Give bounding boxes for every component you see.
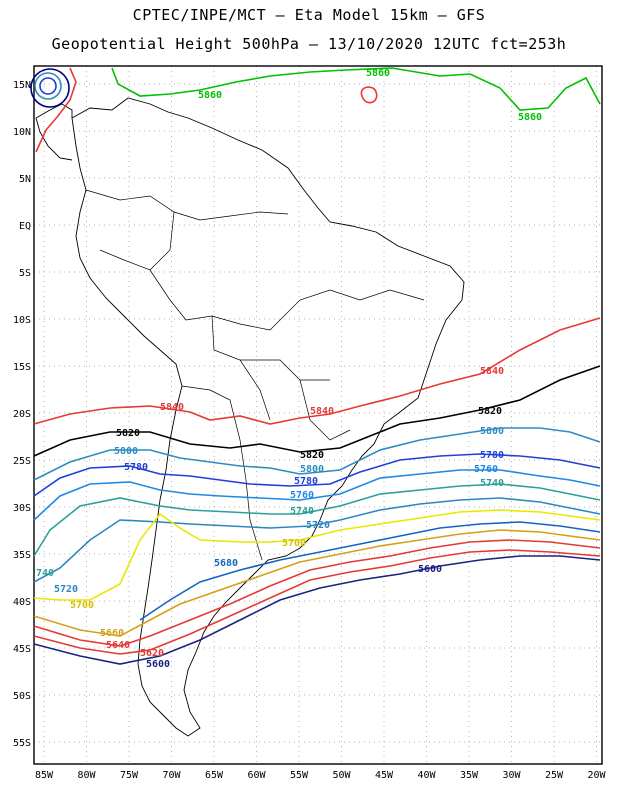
lon-label-20w: 20W — [587, 770, 606, 781]
lon-label-80w: 80W — [77, 770, 96, 781]
lon-label-50w: 50W — [332, 770, 351, 781]
contour-5620 — [33, 549, 601, 655]
contour-5820 — [33, 365, 601, 457]
country-borders — [85, 189, 425, 561]
contour-5680 — [139, 521, 601, 621]
label-5860-b: 5860 — [366, 68, 390, 79]
south-america-coast — [71, 97, 465, 737]
lon-label-70w: 70W — [162, 770, 181, 781]
lat-label-15s: 15S — [13, 362, 31, 373]
contour-5800 — [33, 427, 601, 481]
lat-label-10s: 10S — [13, 315, 31, 326]
label-5860-a: 5860 — [198, 90, 222, 101]
lon-label-85w: 85W — [35, 770, 54, 781]
coastline — [35, 97, 465, 737]
label-5820-c: 5820 — [478, 406, 502, 417]
lat-label-50s: 50S — [13, 691, 31, 702]
latitude-labels: 15N 10N 5N EQ 5S 10S 15S 20S 25S 30S 35S 40S 45S 50S 5… — [13, 80, 31, 749]
label-5840-c: 5840 — [480, 366, 504, 377]
low-center-ring2 — [34, 72, 62, 100]
lat-label-35s: 35S — [13, 550, 31, 561]
lon-label-25w: 25W — [545, 770, 564, 781]
label-5600-b: 5600 — [418, 564, 442, 575]
map-title-line2: Geopotential Height 500hPa – 13/10/2020 … — [51, 35, 567, 53]
contour-5860 — [111, 67, 601, 111]
label-5760-a: 5760 — [290, 490, 314, 501]
label-5720-a: 5720 — [306, 520, 330, 531]
label-5700-a: 5700 — [282, 538, 306, 549]
contour-5760 — [33, 469, 601, 521]
contour-5840 — [33, 317, 601, 425]
label-5720-b: 5720 — [54, 584, 78, 595]
lat-label-25s: 25S — [13, 456, 31, 467]
lat-label-10n: 10N — [13, 127, 31, 138]
central-america-coast — [35, 103, 73, 161]
label-5640: 5640 — [106, 640, 130, 651]
lon-label-45w: 45W — [375, 770, 394, 781]
label-5660: 5660 — [100, 628, 124, 639]
label-5760-b: 5760 — [474, 464, 498, 475]
contour-5740 — [33, 483, 601, 557]
label-5820-a: 5820 — [116, 428, 140, 439]
longitude-labels: 85W 80W 75W 70W 65W 60W 55W 50W 45W 40W 35W 30W 25W 2… — [35, 770, 607, 781]
lat-label-20s: 20S — [13, 409, 31, 420]
label-5600-a: 5600 — [146, 659, 170, 670]
label-5780-a: 5780 — [124, 462, 148, 473]
label-5780-b: 5780 — [294, 476, 318, 487]
lat-label-5s: 5S — [19, 268, 31, 279]
contour-5860-closed — [360, 86, 378, 104]
lon-label-75w: 75W — [120, 770, 139, 781]
label-5820-b: 5820 — [300, 450, 324, 461]
low-center-ring3 — [30, 68, 70, 108]
contour-5700 — [33, 509, 601, 601]
lon-label-30w: 30W — [502, 770, 521, 781]
label-5620: 5620 — [140, 648, 164, 659]
label-5800-c: 5800 — [480, 426, 504, 437]
contour-5780 — [33, 453, 601, 497]
contour-lines — [30, 67, 601, 665]
label-5680: 5680 — [214, 558, 238, 569]
lon-label-60w: 60W — [247, 770, 266, 781]
map-title-line1: CPTEC/INPE/MCT – Eta Model 15km – GFS — [132, 6, 486, 24]
label-5780-c: 5780 — [480, 450, 504, 461]
low-center-ring1 — [39, 77, 57, 95]
label-5800-b: 5800 — [300, 464, 324, 475]
label-5740-b: 5740 — [480, 478, 504, 489]
lon-label-35w: 35W — [460, 770, 479, 781]
label-5700-b: 5700 — [70, 600, 94, 611]
lat-label-15n: 15N — [13, 80, 31, 91]
lat-label-eq: EQ — [19, 221, 31, 232]
label-5740-c: 740 — [36, 568, 54, 579]
lon-label-65w: 65W — [205, 770, 224, 781]
lat-label-45s: 45S — [13, 644, 31, 655]
label-5800-a: 5800 — [114, 446, 138, 457]
contour-5600 — [33, 555, 601, 665]
contour-5660 — [33, 529, 601, 637]
lat-label-5n: 5N — [19, 174, 31, 185]
lon-label-40w: 40W — [417, 770, 436, 781]
label-5840-b: 5840 — [310, 406, 334, 417]
lat-label-40s: 40S — [13, 597, 31, 608]
label-5740-a: 5740 — [290, 506, 314, 517]
map-frame — [33, 65, 603, 765]
contour-5840-north — [35, 67, 77, 153]
label-5840-a: 5840 — [160, 402, 184, 413]
lat-label-55s: 55S — [13, 738, 31, 749]
contour-5640 — [33, 539, 601, 647]
lat-label-30s: 30S — [13, 503, 31, 514]
label-5860-c: 5860 — [518, 112, 542, 123]
contour-5720 — [33, 497, 601, 583]
lon-label-55w: 55W — [290, 770, 309, 781]
